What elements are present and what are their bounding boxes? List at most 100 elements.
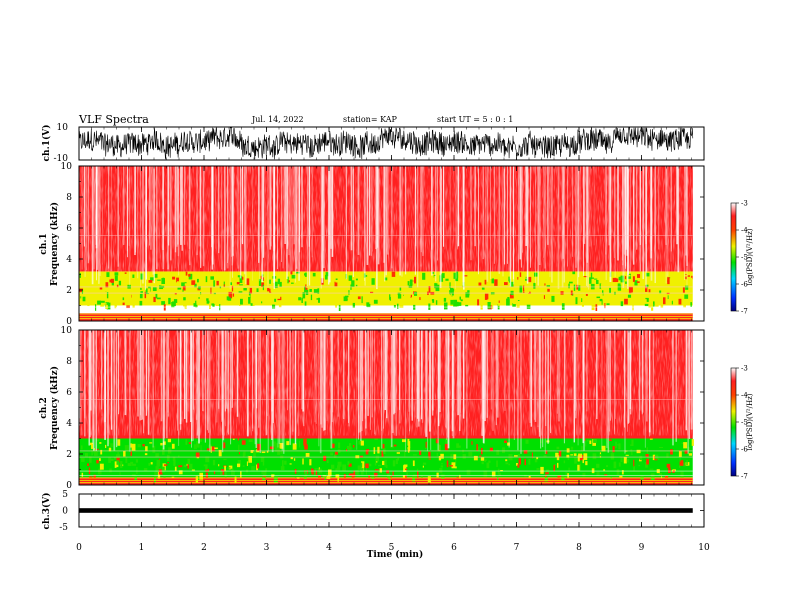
- header-station: station= KAP: [343, 115, 398, 124]
- ch1-spec-lowband-speck: [651, 304, 654, 311]
- ch2-spec-lowband-speck: [167, 449, 170, 454]
- ch1-spec-lowband-speck: [410, 294, 413, 298]
- ch1-spec-lowband-speck: [216, 280, 219, 286]
- ch2-spec-lowband-speck: [353, 470, 356, 477]
- ch2-spec-lowband-speck: [337, 476, 339, 482]
- ch2-spec-lowband-speck: [349, 443, 352, 447]
- ch1-spec-lowband-speck: [245, 284, 248, 291]
- ch1-spec-lowband-speck: [238, 291, 243, 293]
- ch1-spec-lowband-speck: [228, 297, 232, 301]
- ch1-spec-lowband-speck: [147, 288, 151, 294]
- ch2-spec-lowband-speck: [528, 459, 531, 465]
- ch2-spec-lowband-speck: [679, 465, 681, 468]
- ch2-spec-lowband-speck: [224, 470, 227, 478]
- ch2-spec-lowband-speck: [144, 453, 148, 456]
- ch1-spectrogram-ylabel-frequency: Frequency (kHz): [49, 202, 60, 286]
- ch1-spec-lowband-speck: [671, 300, 673, 305]
- ch2-spec-lowband-speck: [119, 472, 121, 475]
- ch1-spec-lowband-speck: [546, 285, 551, 287]
- ch2-spec-lowband-speck: [507, 442, 510, 446]
- ch2-spec-lowband-speck: [623, 456, 627, 464]
- ch2-spec-lowband-speck: [554, 464, 557, 466]
- ch2-spec-lowband-speck: [131, 443, 136, 451]
- ch1-spec-lowband-speck: [195, 301, 198, 307]
- ch2-spec-lowband-speck: [326, 475, 331, 480]
- ch1-spec-lowband-speck: [465, 304, 469, 307]
- ch2-spec-lowband-speck: [232, 438, 235, 440]
- ch1-spec-lowband-speck: [498, 300, 500, 303]
- ch2-spec-lowband-speck: [449, 465, 453, 467]
- ch2-spec-lowband-speck: [238, 444, 240, 451]
- ch1-spec-ytick-label: 8: [66, 193, 72, 203]
- ch2-spec-lowband-speck: [646, 447, 648, 454]
- ch2-spec-ytick-label: 8: [66, 357, 72, 367]
- ch2-spec-lowband-speck: [543, 455, 547, 457]
- ch1-spec-lowband-speck: [596, 280, 599, 285]
- ch2-spec-lowband-speck: [135, 459, 138, 463]
- ch2-spec-lowband-speck: [171, 476, 175, 479]
- ch2-spec-lowband-speck: [332, 443, 335, 448]
- ch2-spec-lowband-speck: [556, 455, 560, 461]
- time-tick-label: 4: [326, 543, 332, 553]
- ch1-spec-lowband-speck: [636, 281, 640, 283]
- ch2-spec-lowband-speck: [238, 452, 240, 455]
- ch1-spec-lowband-speck: [573, 300, 576, 305]
- ch1-spec-lowband-speck: [304, 272, 307, 277]
- ch1-spec-lowband-speck: [545, 299, 547, 306]
- ch2-spec-lowband-speck: [428, 458, 431, 460]
- ch2-spec-lowband-speck: [570, 446, 574, 450]
- ch2-spec-lowband-speck: [638, 465, 641, 467]
- ch2-spec-lowband-speck: [85, 453, 88, 457]
- ch1-spec-lowband-speck: [525, 296, 527, 299]
- ch2-spec-lowband-speck: [262, 461, 265, 466]
- ch1-spec-lowband-speck: [457, 272, 460, 274]
- ch1-spec-lowband-speck: [357, 296, 361, 300]
- ch1-spec-lowband-speck: [252, 301, 255, 306]
- ch2-spec-lowband-speck: [444, 443, 449, 451]
- ch2-spec-lowband-speck: [496, 449, 500, 455]
- ch2-spec-lowband-speck: [361, 461, 365, 468]
- ch2-spec-lowband-speck: [342, 464, 347, 471]
- ch2-spec-lowband-speck: [540, 440, 543, 444]
- ch2-spec-lowband-speck: [668, 467, 671, 474]
- ch1-spec-lowband-speck: [106, 292, 109, 299]
- ch2-spec-lowband-speck: [445, 438, 449, 445]
- ch1-spec-lowband-speck: [154, 273, 158, 278]
- ch1-spec-lowband-speck: [512, 303, 516, 307]
- ch1-spec-lowband-speck: [337, 279, 339, 283]
- ch1-spec-lowband-speck: [248, 296, 251, 304]
- ch2-spec-lowband-speck: [593, 439, 598, 443]
- ch2-spec-lowband-speck: [188, 442, 192, 444]
- ch1-spec-lowband-speck: [393, 305, 396, 308]
- ch1-waveform-panel: 10 -10 ch.1(V): [41, 123, 705, 164]
- ch1-spec-lowband-speck: [491, 282, 494, 287]
- ch2-spec-lowband-speck: [633, 466, 635, 471]
- ch1-spec-lowband-speck: [612, 277, 617, 283]
- ch2-spec-lowband-speck: [566, 454, 570, 458]
- ch2-spec-ytick-label: 2: [66, 450, 72, 460]
- ch1-spec-lowband-speck: [465, 292, 470, 298]
- ch1-spec-lowband-speck: [596, 296, 601, 299]
- ch2-colorbar-tick-label: -5: [741, 419, 748, 427]
- ch2-spec-lowband-speck: [237, 463, 241, 468]
- ch2-spec-lowband-speck: [670, 449, 673, 455]
- ch1-spec-lowband-speck: [99, 287, 103, 290]
- ch1-spec-lowband-speck: [604, 303, 606, 309]
- ch2-spec-lowband-speck: [323, 455, 327, 462]
- ch1-spec-lowband-speck: [126, 291, 128, 294]
- ch1-spec-lowband-speck: [434, 283, 436, 287]
- ch1-spec-lowband-speck: [202, 272, 207, 276]
- ch1-spec-lowband-speck: [551, 295, 555, 302]
- ch1-spec-ytick-label: 6: [66, 224, 72, 234]
- ch1-spec-lowband-speck: [312, 280, 316, 286]
- ch2-spec-lowband-speck: [161, 466, 165, 473]
- ch1-spec-lowband-speck: [634, 280, 638, 286]
- ch1-spec-lowband-speck: [384, 277, 388, 281]
- ch2-spec-lowband-speck: [650, 473, 655, 481]
- ch2-spec-lowband-speck: [532, 456, 535, 459]
- ch2-spec-lowband-speck: [206, 448, 211, 451]
- ch2-spec-lowband-speck: [546, 469, 550, 475]
- ch1-spec-lowband-speck: [534, 272, 538, 277]
- ch2-spec-lowband-speck: [94, 451, 98, 456]
